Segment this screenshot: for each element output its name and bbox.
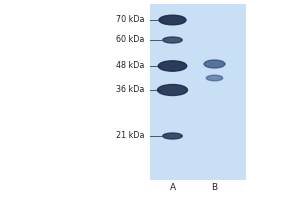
Ellipse shape (204, 60, 225, 68)
Text: 70 kDa: 70 kDa (116, 16, 144, 24)
Ellipse shape (206, 75, 223, 81)
Text: 60 kDa: 60 kDa (116, 36, 144, 45)
Text: B: B (212, 183, 218, 192)
Text: 36 kDa: 36 kDa (116, 85, 144, 94)
Text: 48 kDa: 48 kDa (116, 62, 144, 71)
Text: 21 kDa: 21 kDa (116, 132, 144, 140)
Ellipse shape (163, 37, 182, 43)
Bar (150, 4, 246, 180)
Ellipse shape (163, 133, 182, 139)
Text: A: A (169, 183, 175, 192)
Ellipse shape (158, 61, 187, 71)
Ellipse shape (159, 15, 186, 25)
Ellipse shape (158, 84, 188, 96)
